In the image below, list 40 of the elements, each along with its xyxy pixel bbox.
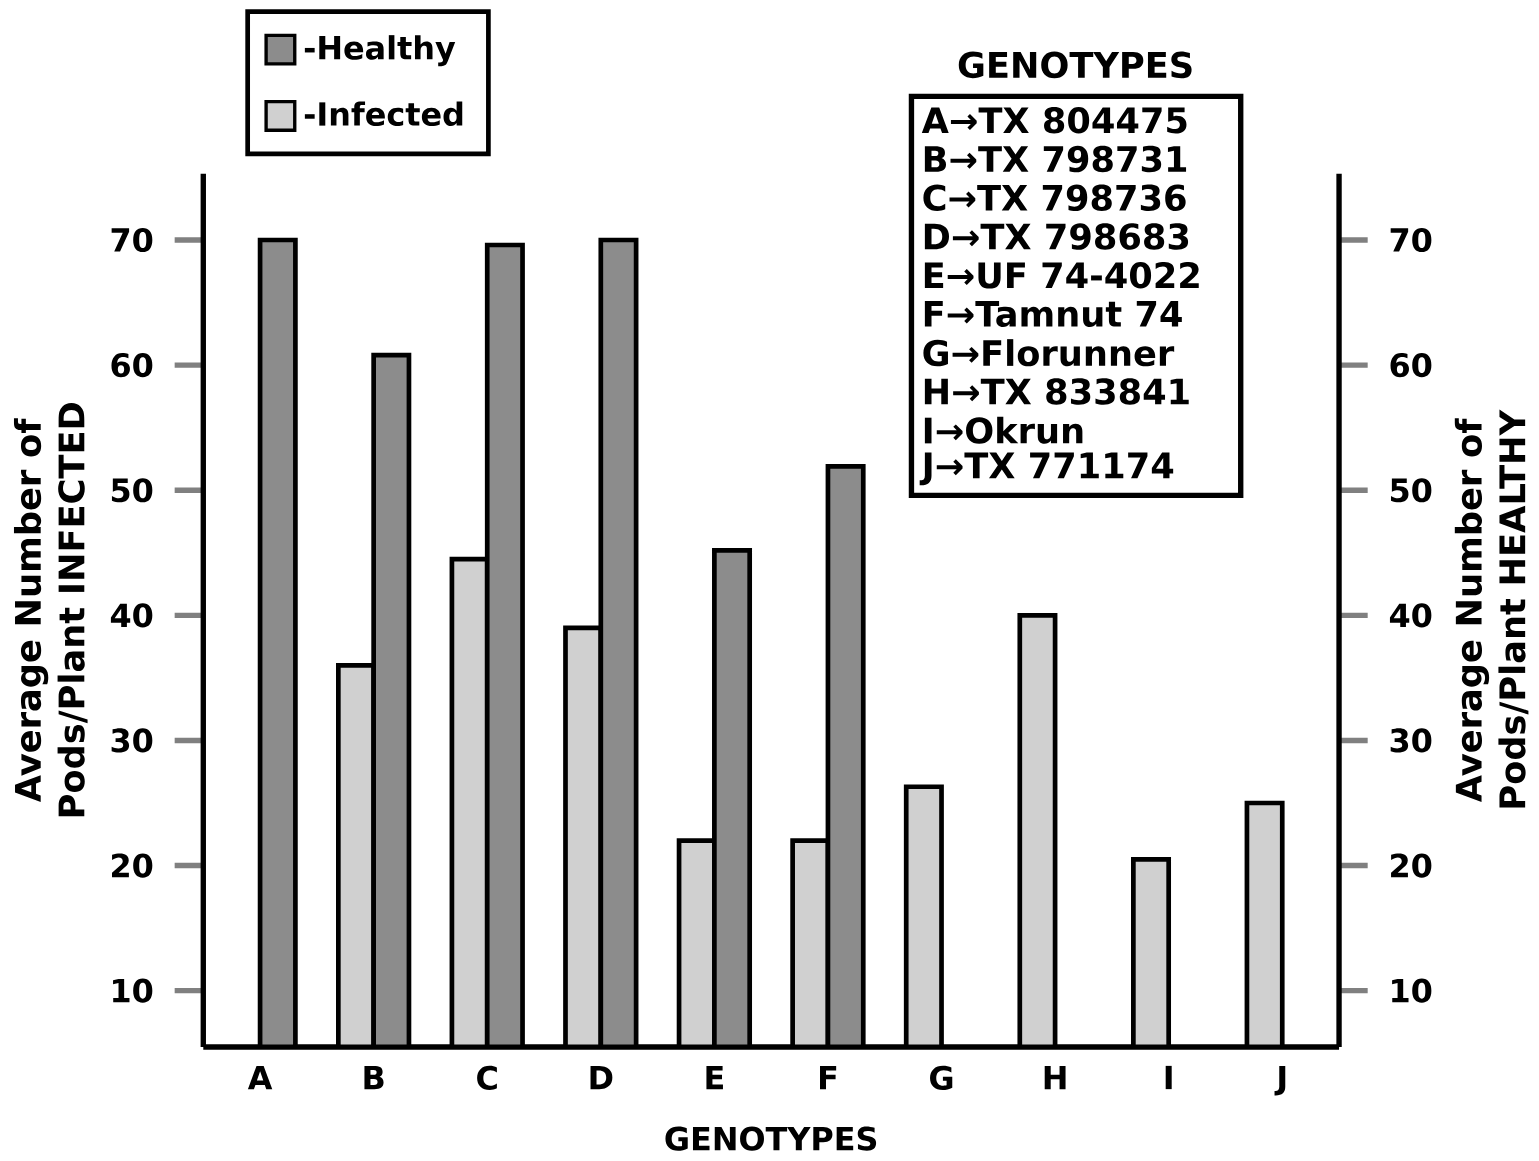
x-tick-label: C	[477, 1065, 497, 1090]
x-tick-label: F	[820, 1065, 837, 1089]
y2-tick-label: 30	[1390, 728, 1432, 753]
text: GENOTYPES	[958, 51, 1192, 79]
y2-tick-label: 50	[1391, 477, 1432, 503]
y-tick-label: 30	[111, 728, 153, 753]
annotation: H→TX 833841	[924, 378, 1189, 405]
annotation: E→UF 74-4022	[924, 261, 1199, 289]
y2-tick-label: 20	[1391, 853, 1432, 878]
y2-tick-label: 40	[1389, 603, 1432, 628]
y-tick-label: 20	[112, 853, 153, 878]
x-tick-label: B	[364, 1065, 384, 1089]
annotation: J→TX 771174	[919, 452, 1174, 486]
x-axis-title: GENOTYPES	[665, 1126, 877, 1151]
legend-label: -Infected	[304, 101, 463, 126]
y-tick-label: 50	[111, 478, 153, 503]
annotation: C→TX 798736	[923, 184, 1186, 211]
y2-tick-label: 60	[1390, 352, 1432, 378]
text: B→TX 798731	[924, 145, 1187, 173]
y-tick-label: 60	[111, 352, 153, 378]
x-tick-label: E	[706, 1065, 723, 1089]
x-tick-label: D	[590, 1065, 613, 1089]
text: A→TX 804475	[921, 106, 1187, 134]
annotation: F→Tamnut 74	[924, 300, 1182, 327]
y-axis-title: Average Number of Pods/Plant INFECTED	[13, 402, 88, 817]
legend-label: -Healthy	[304, 35, 456, 67]
x-tick-label: J	[1274, 1065, 1286, 1096]
annotation: I→Okrun	[924, 416, 1083, 444]
x-tick-label: G	[930, 1065, 953, 1090]
annotation: D→TX 798683	[924, 223, 1189, 250]
annotation: G→Florunner	[923, 338, 1175, 367]
y2-tick-label: 10	[1392, 978, 1432, 1003]
y-tick-label: 70	[111, 227, 153, 252]
x-tick-label: H	[1044, 1065, 1066, 1089]
y2-axis-title: Average Number of Pods/Plant HEALTHY	[1454, 409, 1529, 808]
y2-tick-label: 70	[1390, 227, 1432, 252]
x-tick-label: I	[1165, 1065, 1172, 1089]
y-tick-label: 10	[113, 978, 153, 1003]
y-tick-label: 40	[110, 603, 153, 628]
x-tick-label: A	[247, 1065, 273, 1089]
